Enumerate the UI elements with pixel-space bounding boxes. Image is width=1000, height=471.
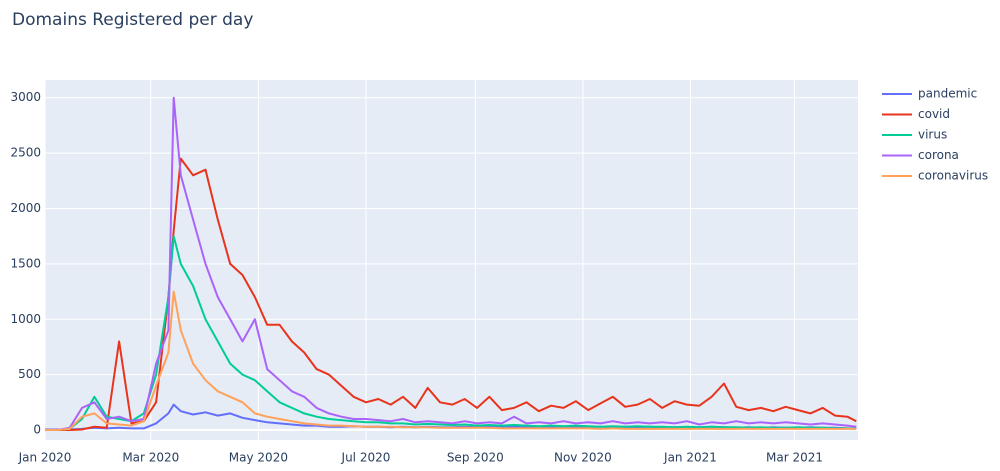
plot-area — [45, 80, 858, 440]
x-tick-label: Mar 2021 — [766, 451, 823, 465]
series-line — [45, 290, 857, 431]
series-line — [45, 235, 857, 431]
y-tick-label: 0 — [33, 423, 41, 437]
legend-label[interactable]: corona — [918, 148, 959, 162]
legend-label[interactable]: pandemic — [918, 87, 977, 101]
series-line — [45, 157, 857, 431]
x-tick-label: Jan 2020 — [18, 451, 72, 465]
legend-label[interactable]: virus — [918, 128, 947, 142]
x-tick-label: Mar 2020 — [122, 451, 179, 465]
y-tick-label: 500 — [18, 367, 41, 381]
legend-label[interactable]: covid — [918, 107, 950, 121]
y-tick-label: 2500 — [10, 146, 41, 160]
y-tick-label: 1000 — [10, 312, 41, 326]
series-line — [45, 96, 857, 431]
y-tick-label: 3000 — [10, 90, 41, 104]
x-tick-label: Jul 2020 — [341, 451, 391, 465]
x-tick-label: May 2020 — [229, 451, 288, 465]
y-tick-label: 2000 — [10, 201, 41, 215]
chart-title: Domains Registered per day — [12, 10, 253, 30]
x-tick-label: Sep 2020 — [447, 451, 504, 465]
legend-label[interactable]: coronavirus — [918, 169, 988, 183]
x-tick-label: Nov 2020 — [554, 451, 612, 465]
y-tick-label: 1500 — [10, 256, 41, 270]
x-tick-label: Jan 2021 — [663, 451, 717, 465]
